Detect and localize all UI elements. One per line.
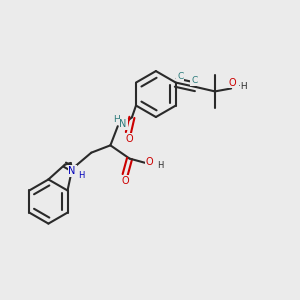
Text: C: C	[177, 72, 183, 81]
Text: O: O	[121, 176, 129, 186]
Text: H: H	[113, 115, 120, 124]
Text: ·H: ·H	[238, 82, 248, 91]
Text: N: N	[68, 166, 76, 176]
Text: O: O	[125, 134, 133, 144]
Text: N: N	[119, 119, 127, 129]
Text: O: O	[146, 157, 153, 166]
Text: O: O	[229, 78, 236, 88]
Text: C: C	[191, 76, 197, 85]
Text: H: H	[78, 171, 84, 180]
Text: H: H	[157, 161, 163, 170]
